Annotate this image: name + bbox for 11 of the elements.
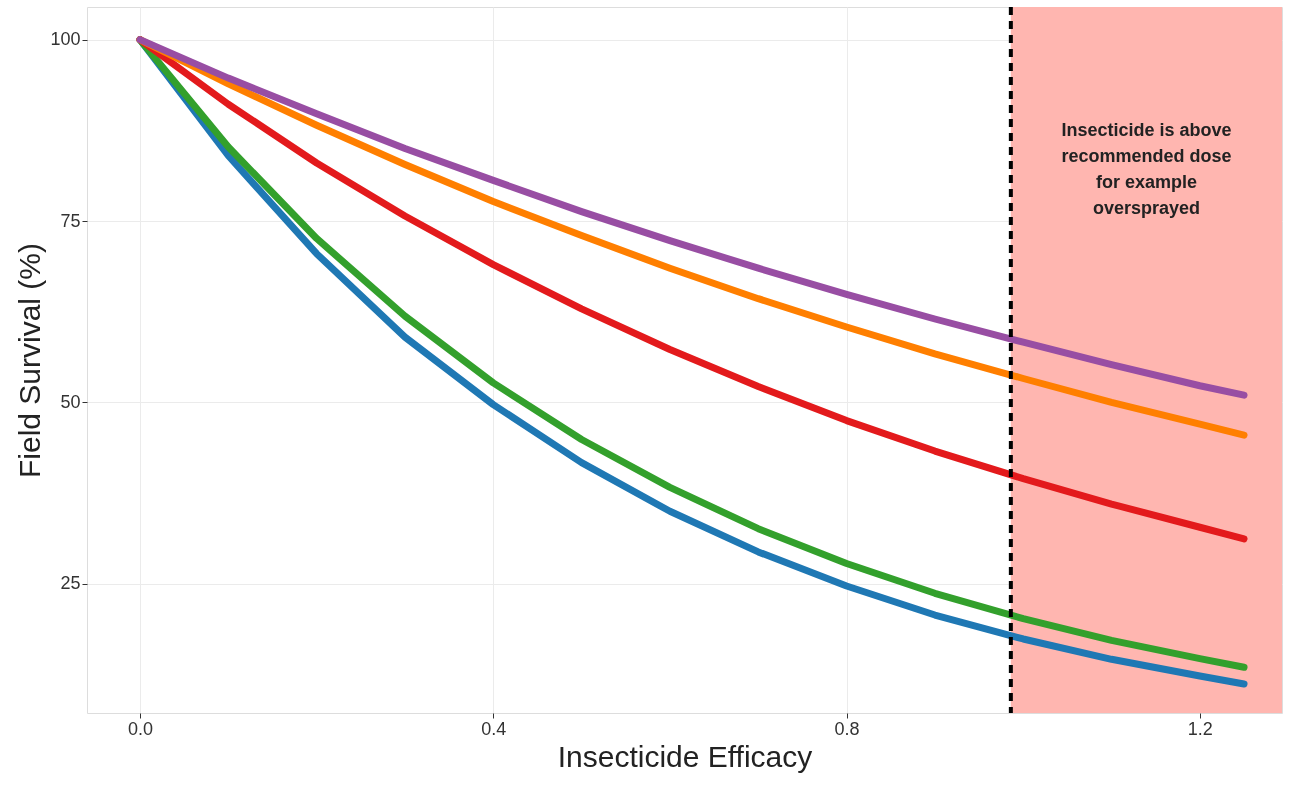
x-tick-label: 0.0 bbox=[127, 718, 154, 739]
x-tick-label: 0.4 bbox=[481, 718, 507, 739]
band-label: Insecticide is above recommended dose for example oversprayed bbox=[1061, 120, 1232, 218]
y-tick-label: 25 bbox=[60, 573, 81, 594]
x-axis-title: Insecticide Efficacy bbox=[557, 739, 813, 773]
x-tick-label: 0.8 bbox=[834, 718, 860, 739]
y-tick-label: 75 bbox=[60, 210, 81, 231]
y-axis-title: Field Survival (%) bbox=[13, 242, 47, 479]
x-tick-label: 1.2 bbox=[1187, 718, 1213, 739]
y-tick-label: 50 bbox=[60, 391, 81, 412]
y-tick-label: 100 bbox=[50, 29, 81, 50]
